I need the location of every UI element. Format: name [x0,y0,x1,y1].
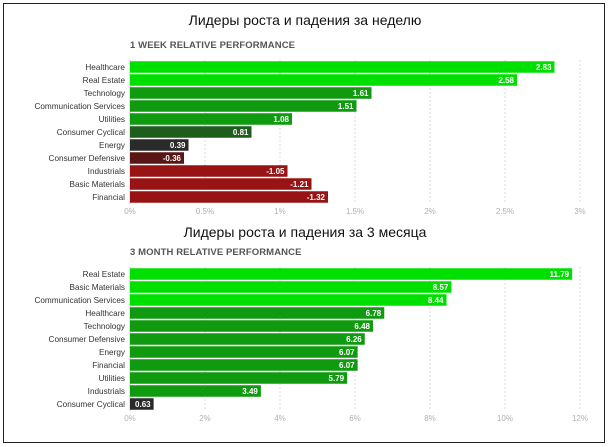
week-value-label: 2.58 [498,76,514,85]
quarter-category-label: Financial [92,361,125,370]
week-tick-label: 0.5% [196,207,214,216]
quarter-tick-label: 12% [572,414,588,422]
quarter-bar [130,281,452,293]
week-bar [130,74,517,86]
week-value-label: -1.05 [266,167,285,176]
week-category-label: Energy [99,141,126,150]
week-tick-label: 0% [124,207,136,216]
quarter-tick-label: 4% [274,414,286,422]
quarter-value-label: 8.44 [428,296,444,305]
quarter-tick-label: 6% [349,414,361,422]
week-bar [130,113,292,125]
week-performance-chart: 0% 0.5% 1% 1.5% 2% 2.5% 3% Healthcare 2.83 Real E… [34,60,586,216]
week-value-label: 1.51 [338,102,354,111]
quarter-tick-label: 8% [424,414,436,422]
week-bar [130,126,252,138]
quarter-heading: Лидеры роста и падения за 3 месяца [183,224,427,240]
quarter-category-label: Utilities [99,374,125,383]
quarter-value-label: 6.48 [354,322,370,331]
quarter-bar [130,320,373,332]
quarter-bar [130,372,348,384]
quarter-category-label: Real Estate [83,270,126,279]
quarter-value-label: 6.78 [366,309,382,318]
week-category-label: Communication Services [34,102,125,111]
week-chart-title: 1 WEEK RELATIVE PERFORMANCE [130,40,296,51]
quarter-category-label: Consumer Cyclical [57,400,125,409]
week-category-label: Utilities [99,115,125,124]
week-category-label: Financial [92,193,125,202]
week-bar [130,139,189,151]
quarter-bar [130,294,447,306]
week-tick-label: 1.5% [346,207,364,216]
quarter-chart-title: 3 MONTH RELATIVE PERFORMANCE [130,247,302,258]
week-category-label: Technology [84,89,126,98]
quarter-bar [130,359,358,371]
quarter-category-label: Consumer Defensive [49,335,126,344]
week-value-label: -1.32 [307,193,326,202]
week-category-label: Real Estate [83,76,126,85]
week-tick-label: 2.5% [496,207,514,216]
week-value-label: -1.21 [290,180,309,189]
week-category-label: Consumer Cyclical [57,128,125,137]
quarter-tick-label: 0% [124,414,136,422]
quarter-bar [130,385,261,397]
week-value-label: 1.08 [273,115,289,124]
week-tick-label: 3% [574,207,586,216]
quarter-bar [130,333,365,345]
week-bar [130,87,372,99]
week-category-label: Basic Materials [69,180,125,189]
week-bar [130,178,312,190]
week-tick-label: 2% [424,207,436,216]
quarter-value-label: 6.26 [346,335,362,344]
quarter-bar [130,398,154,410]
quarter-value-label: 3.49 [242,387,258,396]
week-category-label: Consumer Defensive [49,154,126,163]
quarter-value-label: 8.57 [433,283,449,292]
week-heading: Лидеры роста и падения за неделю [188,12,422,28]
quarter-value-label: 0.63 [135,400,151,409]
quarter-value-label: 5.79 [329,374,345,383]
week-value-label: -0.36 [163,154,182,163]
week-bar [130,165,288,177]
quarter-tick-label: 10% [497,414,513,422]
quarter-value-label: 6.07 [339,348,355,357]
quarter-category-label: Healthcare [85,309,125,318]
quarter-bar [130,307,385,319]
quarter-tick-label: 2% [199,414,211,422]
week-tick-label: 1% [274,207,286,216]
quarter-category-label: Energy [99,348,126,357]
quarter-category-label: Industrials [88,387,125,396]
week-value-label: 0.81 [233,128,249,137]
quarter-value-label: 6.07 [339,361,355,370]
week-value-label: 2.83 [536,63,552,72]
week-category-label: Healthcare [85,63,125,72]
quarter-category-label: Technology [84,322,126,331]
week-category-label: Industrials [88,167,125,176]
week-value-label: 0.39 [170,141,186,150]
quarter-category-label: Basic Materials [69,283,125,292]
quarter-category-label: Communication Services [34,296,125,305]
week-bar [130,61,555,73]
quarter-bar [130,346,358,358]
week-bar [130,100,357,112]
quarter-value-label: 11.79 [550,270,570,279]
quarter-bar [130,268,573,280]
week-value-label: 1.61 [353,89,369,98]
quarter-performance-chart: 0% 2% 4% 6% 8% 10% 12% Real Estate 11.79 Basic Ma… [34,267,588,422]
week-bar [130,152,184,164]
week-bar [130,191,328,203]
